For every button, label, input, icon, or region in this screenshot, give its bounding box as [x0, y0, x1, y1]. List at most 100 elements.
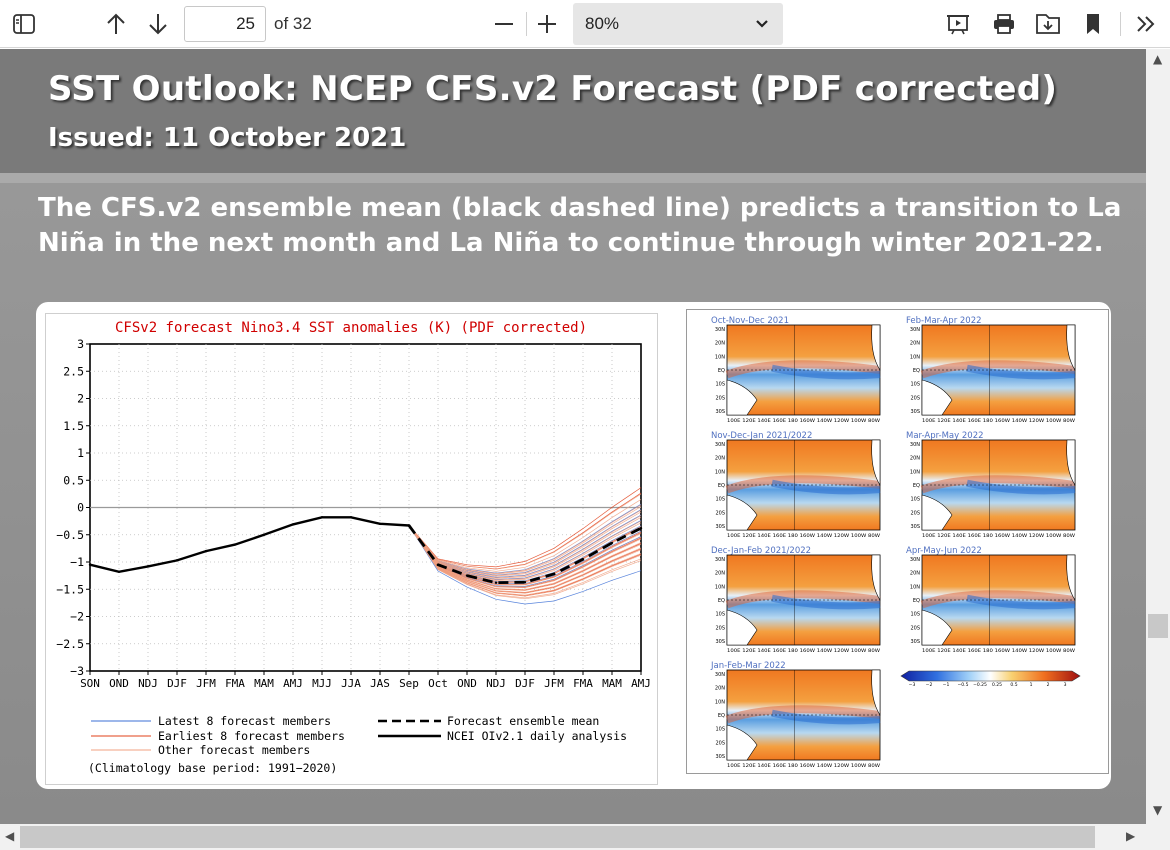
x-tick-label: JAS	[370, 677, 390, 690]
legend-latest: Latest 8 forecast members	[158, 714, 331, 728]
warm-anomaly-band	[725, 705, 881, 724]
save-download-icon[interactable]	[1032, 8, 1064, 40]
colorbar-label: −0.25	[973, 682, 987, 688]
presentation-mode-icon[interactable]	[942, 8, 974, 40]
sidebar-toggle-icon[interactable]	[8, 8, 40, 40]
chevron-down-icon	[755, 16, 769, 36]
warm-anomaly-band	[920, 475, 1076, 494]
vertical-scroll-thumb[interactable]	[1148, 614, 1168, 638]
more-tools-icon[interactable]	[1130, 8, 1162, 40]
forecast-member-line	[408, 504, 642, 574]
scroll-up-icon[interactable]: ▲	[1153, 52, 1163, 66]
lat-label: 20S	[910, 395, 920, 401]
scroll-down-icon[interactable]: ▼	[1153, 803, 1163, 817]
lat-label: 30N	[715, 442, 725, 448]
lat-label: 30S	[910, 639, 920, 645]
lat-label: 30N	[715, 557, 725, 563]
slide-header: SST Outlook: NCEP CFS.v2 Forecast (PDF c…	[0, 49, 1146, 173]
x-tick-label: NDJ	[138, 677, 158, 690]
landmass-australia	[726, 379, 758, 416]
observed-point	[146, 565, 150, 568]
next-page-button[interactable]	[142, 8, 174, 40]
x-tick-label: NDJ	[486, 677, 506, 690]
lat-label: 30S	[715, 409, 725, 415]
y-tick-label: 0	[77, 501, 84, 515]
horizontal-scroll-thumb[interactable]	[20, 826, 1095, 848]
zoom-out-button[interactable]	[488, 8, 520, 40]
observed-point	[204, 549, 208, 553]
slide-description: The CFS.v2 ensemble mean (black dashed l…	[38, 193, 1122, 258]
lat-label: 30S	[715, 754, 725, 760]
lat-label: 10S	[715, 497, 725, 503]
vertical-scrollbar[interactable]: ▲ ▼	[1146, 49, 1170, 824]
scroll-right-icon[interactable]: ▶	[1126, 829, 1136, 843]
y-tick-label: 1.5	[63, 419, 84, 433]
header-divider	[0, 173, 1146, 183]
toolbar-divider	[1120, 12, 1121, 36]
lat-label: 20N	[910, 456, 920, 462]
zoom-in-button[interactable]	[531, 8, 563, 40]
map-panel-title: Apr-May-Jun 2022	[906, 546, 982, 556]
x-tick-label: AMJ	[631, 677, 651, 690]
bookmark-icon[interactable]	[1077, 8, 1109, 40]
ensemble-mean-point	[610, 541, 614, 545]
lat-label: EQ	[718, 713, 725, 719]
lat-label: 30N	[910, 557, 920, 563]
cold-anomaly-band	[771, 594, 881, 610]
x-tick-label: OND	[457, 677, 477, 690]
lon-labels: 100E 120E 140E 160E 180 160W 140W 120W 1…	[922, 418, 1076, 424]
lat-label: 30N	[715, 327, 725, 333]
horizontal-scrollbar[interactable]: ◀ ▶	[0, 824, 1170, 850]
document-viewer[interactable]: SST Outlook: NCEP CFS.v2 Forecast (PDF c…	[0, 49, 1146, 824]
lat-label: 10N	[910, 584, 920, 590]
page-number-input[interactable]	[184, 6, 266, 42]
map-panel-title: Jan-Feb-Mar 2022	[710, 661, 786, 671]
lat-label: 10N	[715, 354, 725, 360]
slide-title: SST Outlook: NCEP CFS.v2 Forecast (PDF c…	[48, 69, 1058, 109]
colorbar-label: 3	[1064, 682, 1067, 688]
observed-point	[88, 563, 92, 566]
observed-point	[262, 533, 266, 536]
x-tick-label: Sep	[399, 677, 419, 690]
lon-labels: 100E 120E 140E 160E 180 160W 140W 120W 1…	[727, 533, 881, 539]
lat-label: 20N	[910, 341, 920, 347]
lat-label: 20N	[910, 571, 920, 577]
landmass-australia	[726, 494, 758, 531]
map-panel-title: Mar-Apr-May 2022	[906, 431, 984, 441]
legend-ensemble-mean: Forecast ensemble mean	[447, 714, 599, 728]
cold-anomaly-band	[966, 479, 1076, 495]
previous-page-button[interactable]	[100, 8, 132, 40]
lat-label: 30N	[910, 442, 920, 448]
lat-label: EQ	[913, 368, 920, 374]
observed-point	[349, 516, 353, 519]
lat-label: 10N	[910, 469, 920, 475]
lat-label: 20S	[910, 625, 920, 631]
ensemble-mean-point	[581, 558, 585, 561]
zoom-select[interactable]: 80%	[573, 3, 783, 45]
scroll-left-icon[interactable]: ◀	[5, 829, 15, 843]
ensemble-mean-point	[552, 572, 556, 576]
pdf-page: SST Outlook: NCEP CFS.v2 Forecast (PDF c…	[0, 49, 1146, 824]
lat-label: 10S	[910, 612, 920, 618]
forecast-member-line	[408, 515, 642, 579]
forecast-member-line	[408, 525, 642, 593]
map-panel-title: Nov-Dec-Jan 2021/2022	[711, 431, 812, 441]
chart-legend: Latest 8 forecast members Earliest 8 for…	[88, 714, 627, 775]
forecast-member-line	[408, 520, 642, 581]
forecast-member-line	[408, 525, 642, 588]
lat-label: 20N	[715, 341, 725, 347]
lat-label: 30N	[910, 327, 920, 333]
colorbar-label: 1	[1030, 682, 1033, 688]
forecast-member-line	[408, 525, 642, 596]
print-icon[interactable]	[988, 8, 1020, 40]
nino34-forecast-chart: CFSv2 forecast Nino3.4 SST anomalies (K)…	[56, 320, 651, 775]
lat-label: 20S	[715, 510, 725, 516]
landmass-australia	[726, 724, 758, 761]
forecast-member-line	[408, 493, 642, 570]
x-tick-label: FMA	[225, 677, 245, 690]
map-panel-title: Oct-Nov-Dec 2021	[711, 316, 789, 326]
